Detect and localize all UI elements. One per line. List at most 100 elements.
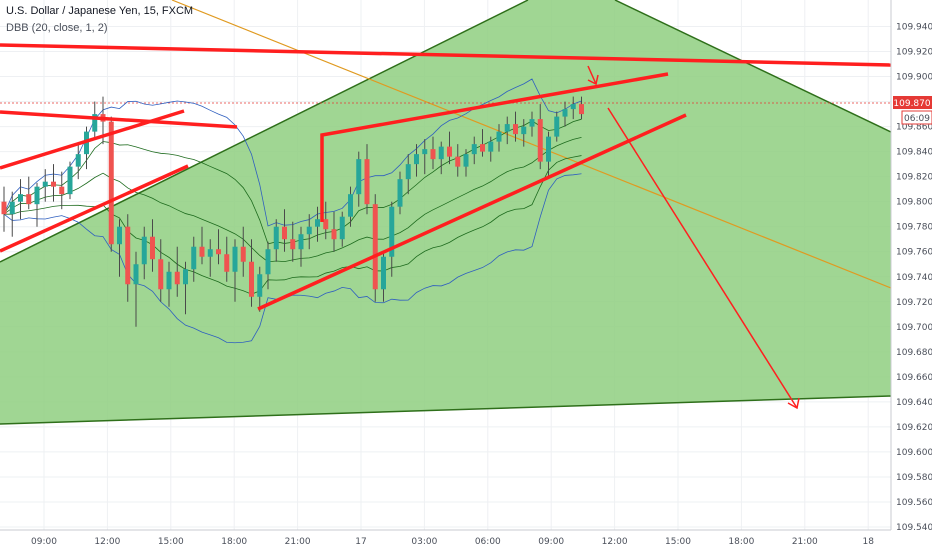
candle-up xyxy=(141,236,147,265)
last-price-text: 109.870 xyxy=(893,99,930,109)
candle-up xyxy=(414,154,419,165)
candle-up xyxy=(488,141,494,152)
candle-up xyxy=(554,116,560,137)
price-axis[interactable]: 109.940109.920109.900109.880109.860109.8… xyxy=(890,0,932,533)
top-marker-arrowhead-icon xyxy=(587,74,599,86)
x-tick-label: 18:00 xyxy=(728,537,754,547)
bar-countdown-text: 06:09 xyxy=(904,114,930,124)
candle-up xyxy=(232,246,238,272)
candle-up xyxy=(18,194,23,202)
candle-down xyxy=(290,239,296,250)
candle-up xyxy=(166,271,172,290)
candle-down xyxy=(1,201,7,215)
candle-down xyxy=(537,119,543,162)
y-tick-label: 109.740 xyxy=(896,273,932,283)
candle-up xyxy=(92,114,98,132)
candle-down xyxy=(216,249,221,255)
candle-down xyxy=(240,246,246,262)
candle-down xyxy=(323,219,329,230)
candle-up xyxy=(34,186,40,205)
candle-up xyxy=(405,164,411,180)
left-channel-top xyxy=(0,110,238,129)
candle-up xyxy=(381,256,386,290)
x-tick-label: 18:00 xyxy=(221,537,247,547)
y-tick-label: 109.620 xyxy=(896,423,932,433)
candle-down xyxy=(174,271,180,285)
candle-down xyxy=(59,186,65,195)
candle-up xyxy=(422,149,428,155)
candle-down xyxy=(150,236,155,260)
y-tick-label: 109.640 xyxy=(896,398,932,408)
y-tick-label: 109.940 xyxy=(896,23,932,33)
candle-down xyxy=(249,261,254,297)
left-channel-upper xyxy=(0,109,185,170)
candle-up xyxy=(496,131,502,142)
candle-down xyxy=(108,121,114,245)
candle-up xyxy=(75,154,81,167)
candles xyxy=(1,96,584,327)
candle-up xyxy=(315,219,320,227)
candle-up xyxy=(273,226,279,250)
green-triangle-pattern xyxy=(0,0,891,424)
candle-up xyxy=(306,226,312,235)
y-tick-label: 109.780 xyxy=(896,223,932,233)
orange-trendline xyxy=(171,0,892,289)
chart-title: U.S. Dollar / Japanese Yen, 15, FXCM xyxy=(6,5,194,17)
x-tick-label: 06:00 xyxy=(475,537,501,547)
candle-up xyxy=(42,181,48,187)
y-tick-label: 109.540 xyxy=(896,523,932,533)
y-tick-label: 109.560 xyxy=(896,498,932,508)
candle-down xyxy=(364,159,370,205)
top-marker-arrow xyxy=(587,65,597,85)
candle-up xyxy=(348,194,353,217)
y-tick-label: 109.760 xyxy=(896,248,932,258)
candle-up xyxy=(133,264,139,285)
candle-up xyxy=(265,249,271,275)
y-tick-label: 109.920 xyxy=(896,48,932,58)
x-tick-label: 18 xyxy=(862,537,874,547)
candle-down xyxy=(199,246,205,257)
resistance-line xyxy=(0,43,892,67)
candle-up xyxy=(9,201,15,215)
candle-down xyxy=(447,146,452,157)
candle-down xyxy=(430,149,436,160)
last-price-badge: 109.870 06:09 xyxy=(893,96,932,125)
candle-up xyxy=(117,226,122,245)
x-tick-label: 12:00 xyxy=(94,537,120,547)
y-tick-label: 109.720 xyxy=(896,298,932,308)
y-tick-label: 109.900 xyxy=(896,73,932,83)
x-tick-label: 21:00 xyxy=(285,537,311,547)
candle-up xyxy=(397,179,403,207)
x-tick-label: 03:00 xyxy=(411,537,437,547)
y-tick-label: 109.860 xyxy=(896,123,932,133)
y-tick-label: 109.600 xyxy=(896,448,932,458)
left-channel-lower xyxy=(0,164,189,253)
y-tick-label: 109.800 xyxy=(896,198,932,208)
candle-up xyxy=(339,216,345,240)
candle-down xyxy=(51,181,56,187)
candle-up xyxy=(438,146,444,160)
candle-up xyxy=(504,124,510,132)
x-tick-label: 15:00 xyxy=(665,537,691,547)
candle-down xyxy=(125,226,131,285)
candle-down xyxy=(372,204,378,290)
candle-up xyxy=(257,274,263,297)
triangle-right-edge xyxy=(614,0,892,133)
y-tick-label: 109.680 xyxy=(896,348,932,358)
candle-down xyxy=(158,259,164,290)
candle-up xyxy=(183,269,188,285)
time-axis[interactable]: 09:00 12:00 15:00 18:00 21:00 17 03:00 06:00 09:… xyxy=(0,529,932,550)
y-tick-label: 109.840 xyxy=(896,148,932,158)
y-tick-label: 109.700 xyxy=(896,323,932,333)
projection-arrowhead-icon xyxy=(787,397,800,410)
indicator-legend: DBB (20, close, 1, 2) xyxy=(6,22,108,34)
candle-up xyxy=(529,119,535,127)
candle-down xyxy=(331,229,337,240)
triangle-base-edge xyxy=(0,395,892,425)
candle-up xyxy=(570,104,576,110)
x-tick-label: 17 xyxy=(355,537,366,547)
x-tick-label: 09:00 xyxy=(538,537,564,547)
candle-up xyxy=(546,136,551,162)
candle-up xyxy=(471,144,477,155)
